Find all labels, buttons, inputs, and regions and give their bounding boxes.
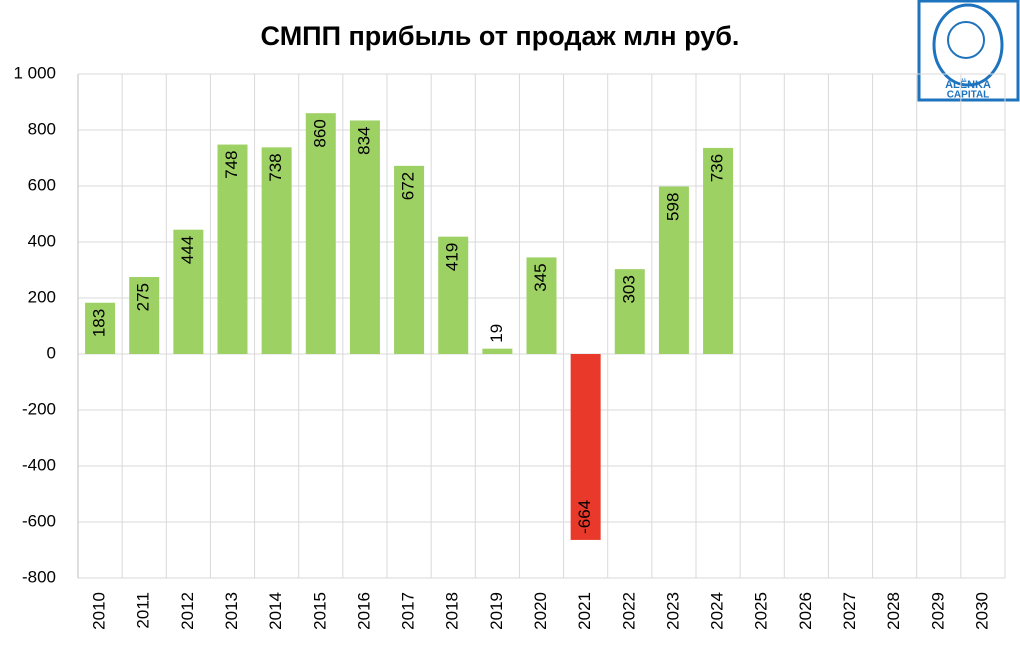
x-tick-label: 2020 [531,592,550,630]
data-label: 834 [354,126,373,154]
x-tick-label: 2012 [178,592,197,630]
y-tick-label: 800 [28,119,56,138]
x-tick-label: 2028 [884,592,903,630]
x-tick-label: 2014 [266,592,285,630]
x-tick-label: 2015 [310,592,329,630]
data-label: 19 [487,324,506,343]
data-label: 598 [663,193,682,221]
x-tick-label: 2016 [354,592,373,630]
bar [217,144,248,354]
bar [703,147,734,354]
data-label: 860 [310,119,329,147]
bar [349,120,380,354]
chart-title: СМПП прибыль от продаж млн руб. [261,21,740,51]
x-tick-label: 2024 [708,592,727,630]
x-tick-label: 2026 [796,592,815,630]
logo-doll [932,3,1004,87]
x-tick-label: 2013 [222,592,241,630]
data-label: 672 [399,172,418,200]
y-tick-label: -200 [22,399,56,418]
y-tick-label: -800 [22,567,56,586]
x-tick-label: 2021 [575,592,594,630]
x-tick-label: 2029 [928,592,947,630]
y-tick-label: -400 [22,455,56,474]
x-tick-label: 2030 [972,592,991,630]
x-tick-label: 2011 [134,592,153,629]
bar [394,165,425,354]
bar [305,113,336,354]
bar [261,147,292,354]
data-label: 303 [619,275,638,303]
data-label: 345 [531,263,550,291]
logo-text: CAPITAL [947,90,990,101]
logo: ALЁNKA CAPITAL [917,0,1020,102]
bar [173,229,204,354]
bar [438,236,469,354]
x-tick-label: 2018 [443,592,462,630]
data-label: 738 [266,153,285,181]
y-tick-label: 600 [28,175,56,194]
data-label: -664 [575,500,594,534]
x-tick-label: 2010 [90,592,109,630]
bar [129,277,160,354]
logo-face [947,21,985,59]
bar [85,302,116,354]
x-tick-label: 2025 [752,592,771,630]
data-label: 444 [178,236,197,264]
data-label: 736 [708,154,727,182]
x-tick-label: 2017 [399,592,418,630]
x-tick-label: 2023 [663,592,682,630]
bar [658,186,689,354]
y-tick-label: 1 000 [13,63,56,82]
bar [526,257,557,354]
data-label: 419 [443,243,462,271]
data-label: 183 [90,309,109,337]
x-tick-label: 2019 [487,592,506,630]
bar [482,348,513,354]
y-tick-label: 0 [47,343,56,362]
data-label: 275 [134,283,153,311]
x-tick-label: 2027 [840,592,859,630]
y-tick-label: 400 [28,231,56,250]
y-tick-label: 200 [28,287,56,306]
y-tick-label: -600 [22,511,56,530]
logo-text: ALЁNKA [945,78,991,91]
bar [614,269,645,354]
bar [570,354,601,540]
x-tick-label: 2022 [619,592,638,630]
data-label: 748 [222,151,241,179]
